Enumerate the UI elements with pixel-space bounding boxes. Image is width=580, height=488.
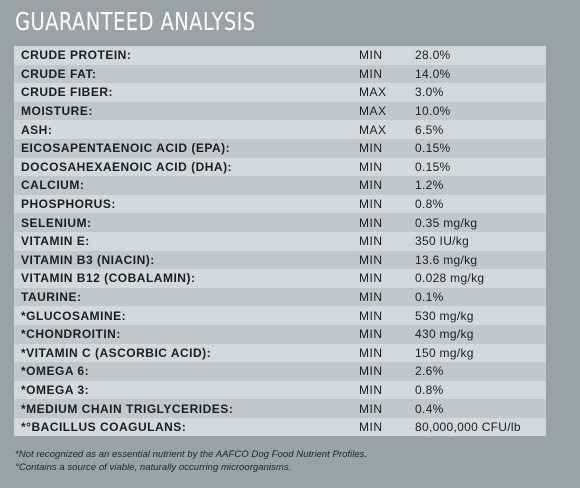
nutrient-value: 0.1% bbox=[415, 290, 444, 305]
nutrient-name: *OMEGA 6: bbox=[21, 364, 90, 379]
table-row: *OMEGA 6: MIN 2.6% bbox=[14, 362, 546, 381]
nutrient-name: VITAMIN B3 (NIACIN): bbox=[21, 252, 155, 267]
nutrient-value: 28.0% bbox=[415, 48, 451, 63]
nutrient-name: CALCIUM: bbox=[21, 178, 85, 193]
table-row: *CHONDROITIN: MIN 430 mg/kg bbox=[14, 324, 546, 344]
min-max-qualifier: MAX bbox=[359, 104, 387, 119]
table-row: CALCIUM: MIN 1.2% bbox=[14, 176, 546, 195]
nutrient-name: *MEDIUM CHAIN TRIGLYCERIDES: bbox=[21, 401, 234, 416]
min-max-qualifier: MIN bbox=[359, 197, 383, 212]
min-max-qualifier: MIN bbox=[359, 364, 383, 379]
min-max-qualifier: MIN bbox=[359, 234, 383, 249]
min-max-qualifier: MIN bbox=[359, 308, 383, 323]
min-max-qualifier: MIN bbox=[359, 382, 383, 397]
nutrient-value: 10.0% bbox=[415, 104, 451, 119]
footnote-aafco: *Not recognized as an essential nutrient… bbox=[15, 449, 368, 460]
table-row: *°BACILLUS COAGULANS: MIN 80,000,000 CFU/l… bbox=[14, 417, 546, 437]
table-row: CRUDE FIBER: MAX 3.0% bbox=[14, 83, 546, 102]
footnotes: *Not recognized as an essential nutrient… bbox=[15, 448, 367, 474]
table-row: VITAMIN B12 (COBALAMIN): MIN 0.028 mg/kg bbox=[14, 269, 546, 288]
nutrient-name: CRUDE FIBER: bbox=[21, 85, 113, 100]
min-max-qualifier: MAX bbox=[359, 85, 387, 100]
table-row: EICOSAPENTAENOIC ACID (EPA): MIN 0.15% bbox=[14, 138, 546, 158]
nutrient-name: *GLUCOSAMINE: bbox=[21, 308, 127, 323]
nutrient-name: VITAMIN E: bbox=[21, 234, 90, 249]
table-row: ASH: MAX 6.5% bbox=[14, 120, 546, 139]
min-max-qualifier: MIN bbox=[359, 141, 383, 156]
min-max-qualifier: MIN bbox=[359, 345, 383, 360]
nutrient-value: 2.6% bbox=[415, 364, 444, 379]
nutrient-value: 6.5% bbox=[415, 122, 444, 137]
table-row: *MEDIUM CHAIN TRIGLYCERIDES: MIN 0.4% bbox=[14, 399, 546, 418]
nutrient-name: CRUDE PROTEIN: bbox=[21, 48, 132, 63]
nutrient-value: 530 mg/kg bbox=[415, 308, 474, 323]
footnote-microorganisms: °Contains a source of viable, naturally … bbox=[15, 462, 292, 473]
nutrient-name: *°BACILLUS COAGULANS: bbox=[21, 420, 187, 435]
nutrient-value: 3.0% bbox=[415, 85, 444, 100]
table-row: SELENIUM: MIN 0.35 mg/kg bbox=[14, 213, 546, 232]
table-row: VITAMIN B3 (NIACIN): MIN 13.6 mg/kg bbox=[14, 250, 546, 270]
nutrient-name: PHOSPHORUS: bbox=[21, 197, 116, 212]
table-row: DOCOSAHEXAENOIC ACID (DHA): MIN 0.15% bbox=[14, 157, 546, 177]
nutrient-name: VITAMIN B12 (COBALAMIN): bbox=[21, 271, 196, 286]
min-max-qualifier: MAX bbox=[359, 122, 387, 137]
table-row: MOISTURE: MAX 10.0% bbox=[14, 101, 546, 121]
table-row: *OMEGA 3: MIN 0.8% bbox=[14, 380, 546, 400]
min-max-qualifier: MIN bbox=[359, 215, 383, 230]
nutrient-value: 0.8% bbox=[415, 382, 444, 397]
nutrient-name: TAURINE: bbox=[21, 290, 82, 305]
table-row: *VITAMIN C (ASCORBIC ACID): MIN 150 mg/kg bbox=[14, 343, 546, 363]
min-max-qualifier: MIN bbox=[359, 252, 383, 267]
nutrient-name: SELENIUM: bbox=[21, 215, 92, 230]
min-max-qualifier: MIN bbox=[359, 48, 383, 63]
nutrient-value: 430 mg/kg bbox=[415, 327, 474, 342]
section-title: GUARANTEED ANALYSIS bbox=[15, 7, 256, 36]
table-row: *GLUCOSAMINE: MIN 530 mg/kg bbox=[14, 306, 546, 325]
nutrient-value: 80,000,000 CFU/lb bbox=[415, 420, 521, 435]
nutrient-value: 350 IU/kg bbox=[415, 234, 470, 249]
table-row: VITAMIN E: MIN 350 IU/kg bbox=[14, 231, 546, 251]
nutrient-value: 0.35 mg/kg bbox=[415, 215, 478, 230]
nutrient-value: 150 mg/kg bbox=[415, 345, 474, 360]
table-row: TAURINE: MIN 0.1% bbox=[14, 287, 546, 307]
nutrient-value: 0.15% bbox=[415, 159, 451, 174]
nutrient-name: *OMEGA 3: bbox=[21, 382, 90, 397]
nutrient-name: *CHONDROITIN: bbox=[21, 327, 121, 342]
min-max-qualifier: MIN bbox=[359, 159, 383, 174]
nutrient-name: MOISTURE: bbox=[21, 104, 93, 119]
nutrient-value: 1.2% bbox=[415, 178, 444, 193]
table-row: PHOSPHORUS: MIN 0.8% bbox=[14, 194, 546, 214]
min-max-qualifier: MIN bbox=[359, 271, 383, 286]
min-max-qualifier: MIN bbox=[359, 66, 383, 81]
min-max-qualifier: MIN bbox=[359, 290, 383, 305]
analysis-table: CRUDE PROTEIN: MIN 28.0% CRUDE FAT: MIN 14.0%… bbox=[14, 46, 546, 437]
nutrient-name: EICOSAPENTAENOIC ACID (EPA): bbox=[21, 141, 231, 156]
nutrient-value: 0.4% bbox=[415, 401, 444, 416]
nutrient-name: ASH: bbox=[21, 122, 53, 137]
nutrient-name: *VITAMIN C (ASCORBIC ACID): bbox=[21, 345, 212, 360]
min-max-qualifier: MIN bbox=[359, 401, 383, 416]
table-row: CRUDE FAT: MIN 14.0% bbox=[14, 64, 546, 84]
min-max-qualifier: MIN bbox=[359, 420, 383, 435]
nutrient-value: 0.028 mg/kg bbox=[415, 271, 485, 286]
nutrient-value: 0.8% bbox=[415, 197, 444, 212]
nutrient-name: DOCOSAHEXAENOIC ACID (DHA): bbox=[21, 159, 233, 174]
nutrient-name: CRUDE FAT: bbox=[21, 66, 97, 81]
min-max-qualifier: MIN bbox=[359, 178, 383, 193]
nutrient-value: 0.15% bbox=[415, 141, 451, 156]
min-max-qualifier: MIN bbox=[359, 327, 383, 342]
table-row: CRUDE PROTEIN: MIN 28.0% bbox=[14, 46, 546, 65]
nutrient-value: 14.0% bbox=[415, 66, 451, 81]
nutrient-value: 13.6 mg/kg bbox=[415, 252, 478, 267]
